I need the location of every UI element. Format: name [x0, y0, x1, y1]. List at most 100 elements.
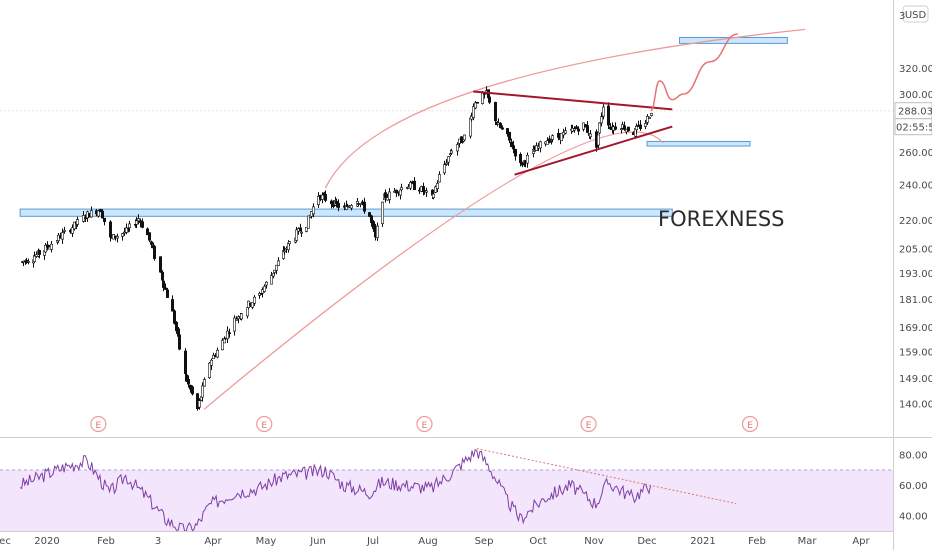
- earnings-marker-label: E: [261, 421, 267, 431]
- candle-up: [408, 182, 412, 189]
- candle-up: [235, 318, 239, 321]
- candle-up: [647, 117, 651, 119]
- candle-up: [208, 362, 212, 379]
- rsi-line: [19, 448, 652, 532]
- candle-up: [437, 174, 441, 183]
- upper-arc: [324, 28, 806, 189]
- lower-arc: [203, 131, 664, 410]
- candle-down: [161, 271, 165, 281]
- candle-down: [84, 217, 88, 220]
- candle-up: [601, 106, 605, 117]
- candle-up: [399, 187, 403, 191]
- candle-up: [462, 134, 466, 141]
- candle-down: [148, 232, 152, 241]
- earnings-marker[interactable]: [256, 415, 273, 433]
- candle-down: [191, 386, 195, 395]
- last-price-label: 288.03: [898, 107, 932, 118]
- candle-up: [449, 150, 453, 154]
- candle-down: [146, 228, 150, 236]
- candle-up: [563, 130, 567, 134]
- support-trendline: [514, 125, 673, 176]
- price-tick-label: 260.00: [899, 148, 932, 159]
- candle-up: [90, 210, 94, 218]
- candle-down: [101, 210, 105, 219]
- candle-down: [475, 101, 479, 104]
- countdown-label: 02:55:56: [896, 123, 932, 134]
- candle-up: [125, 227, 129, 233]
- earnings-marker-label: E: [586, 421, 592, 431]
- candle-up: [304, 227, 308, 232]
- candle-up: [97, 210, 101, 217]
- candle-down: [166, 289, 170, 298]
- candle-down: [518, 153, 522, 163]
- candle-down: [37, 250, 41, 255]
- candle-up: [446, 156, 450, 163]
- candle-up: [316, 196, 320, 205]
- time-tick-label: Sep: [475, 536, 494, 547]
- time-tick-label: Apr: [852, 536, 870, 547]
- candle-up: [201, 385, 205, 398]
- candle-up: [358, 203, 362, 205]
- candle-down: [367, 212, 371, 217]
- candle-up: [26, 261, 30, 263]
- candle-up: [480, 92, 484, 104]
- rsi-tick-label: 40.00: [899, 512, 928, 523]
- candle-up: [253, 296, 257, 304]
- earnings-marker-label: E: [747, 421, 753, 431]
- candle-down: [336, 202, 340, 208]
- candle-up: [233, 317, 237, 332]
- candle-up: [299, 231, 303, 234]
- rsi-tick-label: 60.00: [899, 481, 928, 492]
- candle-down: [505, 128, 509, 135]
- candle-up: [198, 400, 202, 408]
- rsi-band: [0, 469, 893, 531]
- candle-down: [103, 217, 107, 222]
- candle-up: [643, 123, 647, 127]
- candle-up: [435, 183, 439, 189]
- candle-up: [433, 186, 437, 193]
- earnings-marker[interactable]: [741, 415, 759, 433]
- rsi-layer: [0, 448, 893, 532]
- price-tick-label: 320.00: [899, 64, 932, 75]
- candle-down: [394, 189, 398, 194]
- price-tick-label: 169.00: [899, 323, 932, 334]
- candle-up: [135, 220, 139, 225]
- earnings-marker[interactable]: [580, 415, 597, 433]
- candle-up: [60, 232, 64, 240]
- time-tick-label: Feb: [97, 536, 115, 547]
- candle-up: [240, 313, 244, 320]
- currency-badge: [902, 5, 929, 23]
- candle-down: [362, 201, 366, 212]
- earnings-marker[interactable]: [90, 415, 107, 433]
- time-tick-label: Aug: [418, 536, 438, 547]
- candle-up: [424, 190, 428, 193]
- candle-up: [264, 281, 268, 286]
- candle-down: [334, 200, 338, 204]
- time-tick-label: Jul: [366, 536, 379, 547]
- candle-up: [634, 126, 638, 131]
- candle-down: [323, 193, 327, 201]
- candle-down: [184, 350, 188, 375]
- candle-up: [596, 134, 600, 146]
- earnings-marker-label: E: [422, 421, 428, 431]
- candle-up: [306, 215, 310, 229]
- candle-down: [383, 192, 387, 199]
- earnings-marker[interactable]: [416, 415, 433, 433]
- candle-down: [500, 127, 504, 130]
- candle-up: [599, 116, 603, 124]
- countdown-badge: [894, 118, 932, 136]
- candle-up: [221, 340, 225, 351]
- candle-up: [444, 162, 448, 165]
- candle-down: [185, 374, 189, 382]
- time-tick-label: Apr: [204, 536, 222, 547]
- candle-up: [212, 355, 216, 360]
- candle-down: [175, 321, 179, 332]
- candle-down: [513, 149, 517, 157]
- candle-up: [442, 164, 446, 174]
- resistance-trendline: [473, 90, 673, 111]
- candle-up: [431, 193, 435, 198]
- candle-up: [349, 205, 353, 209]
